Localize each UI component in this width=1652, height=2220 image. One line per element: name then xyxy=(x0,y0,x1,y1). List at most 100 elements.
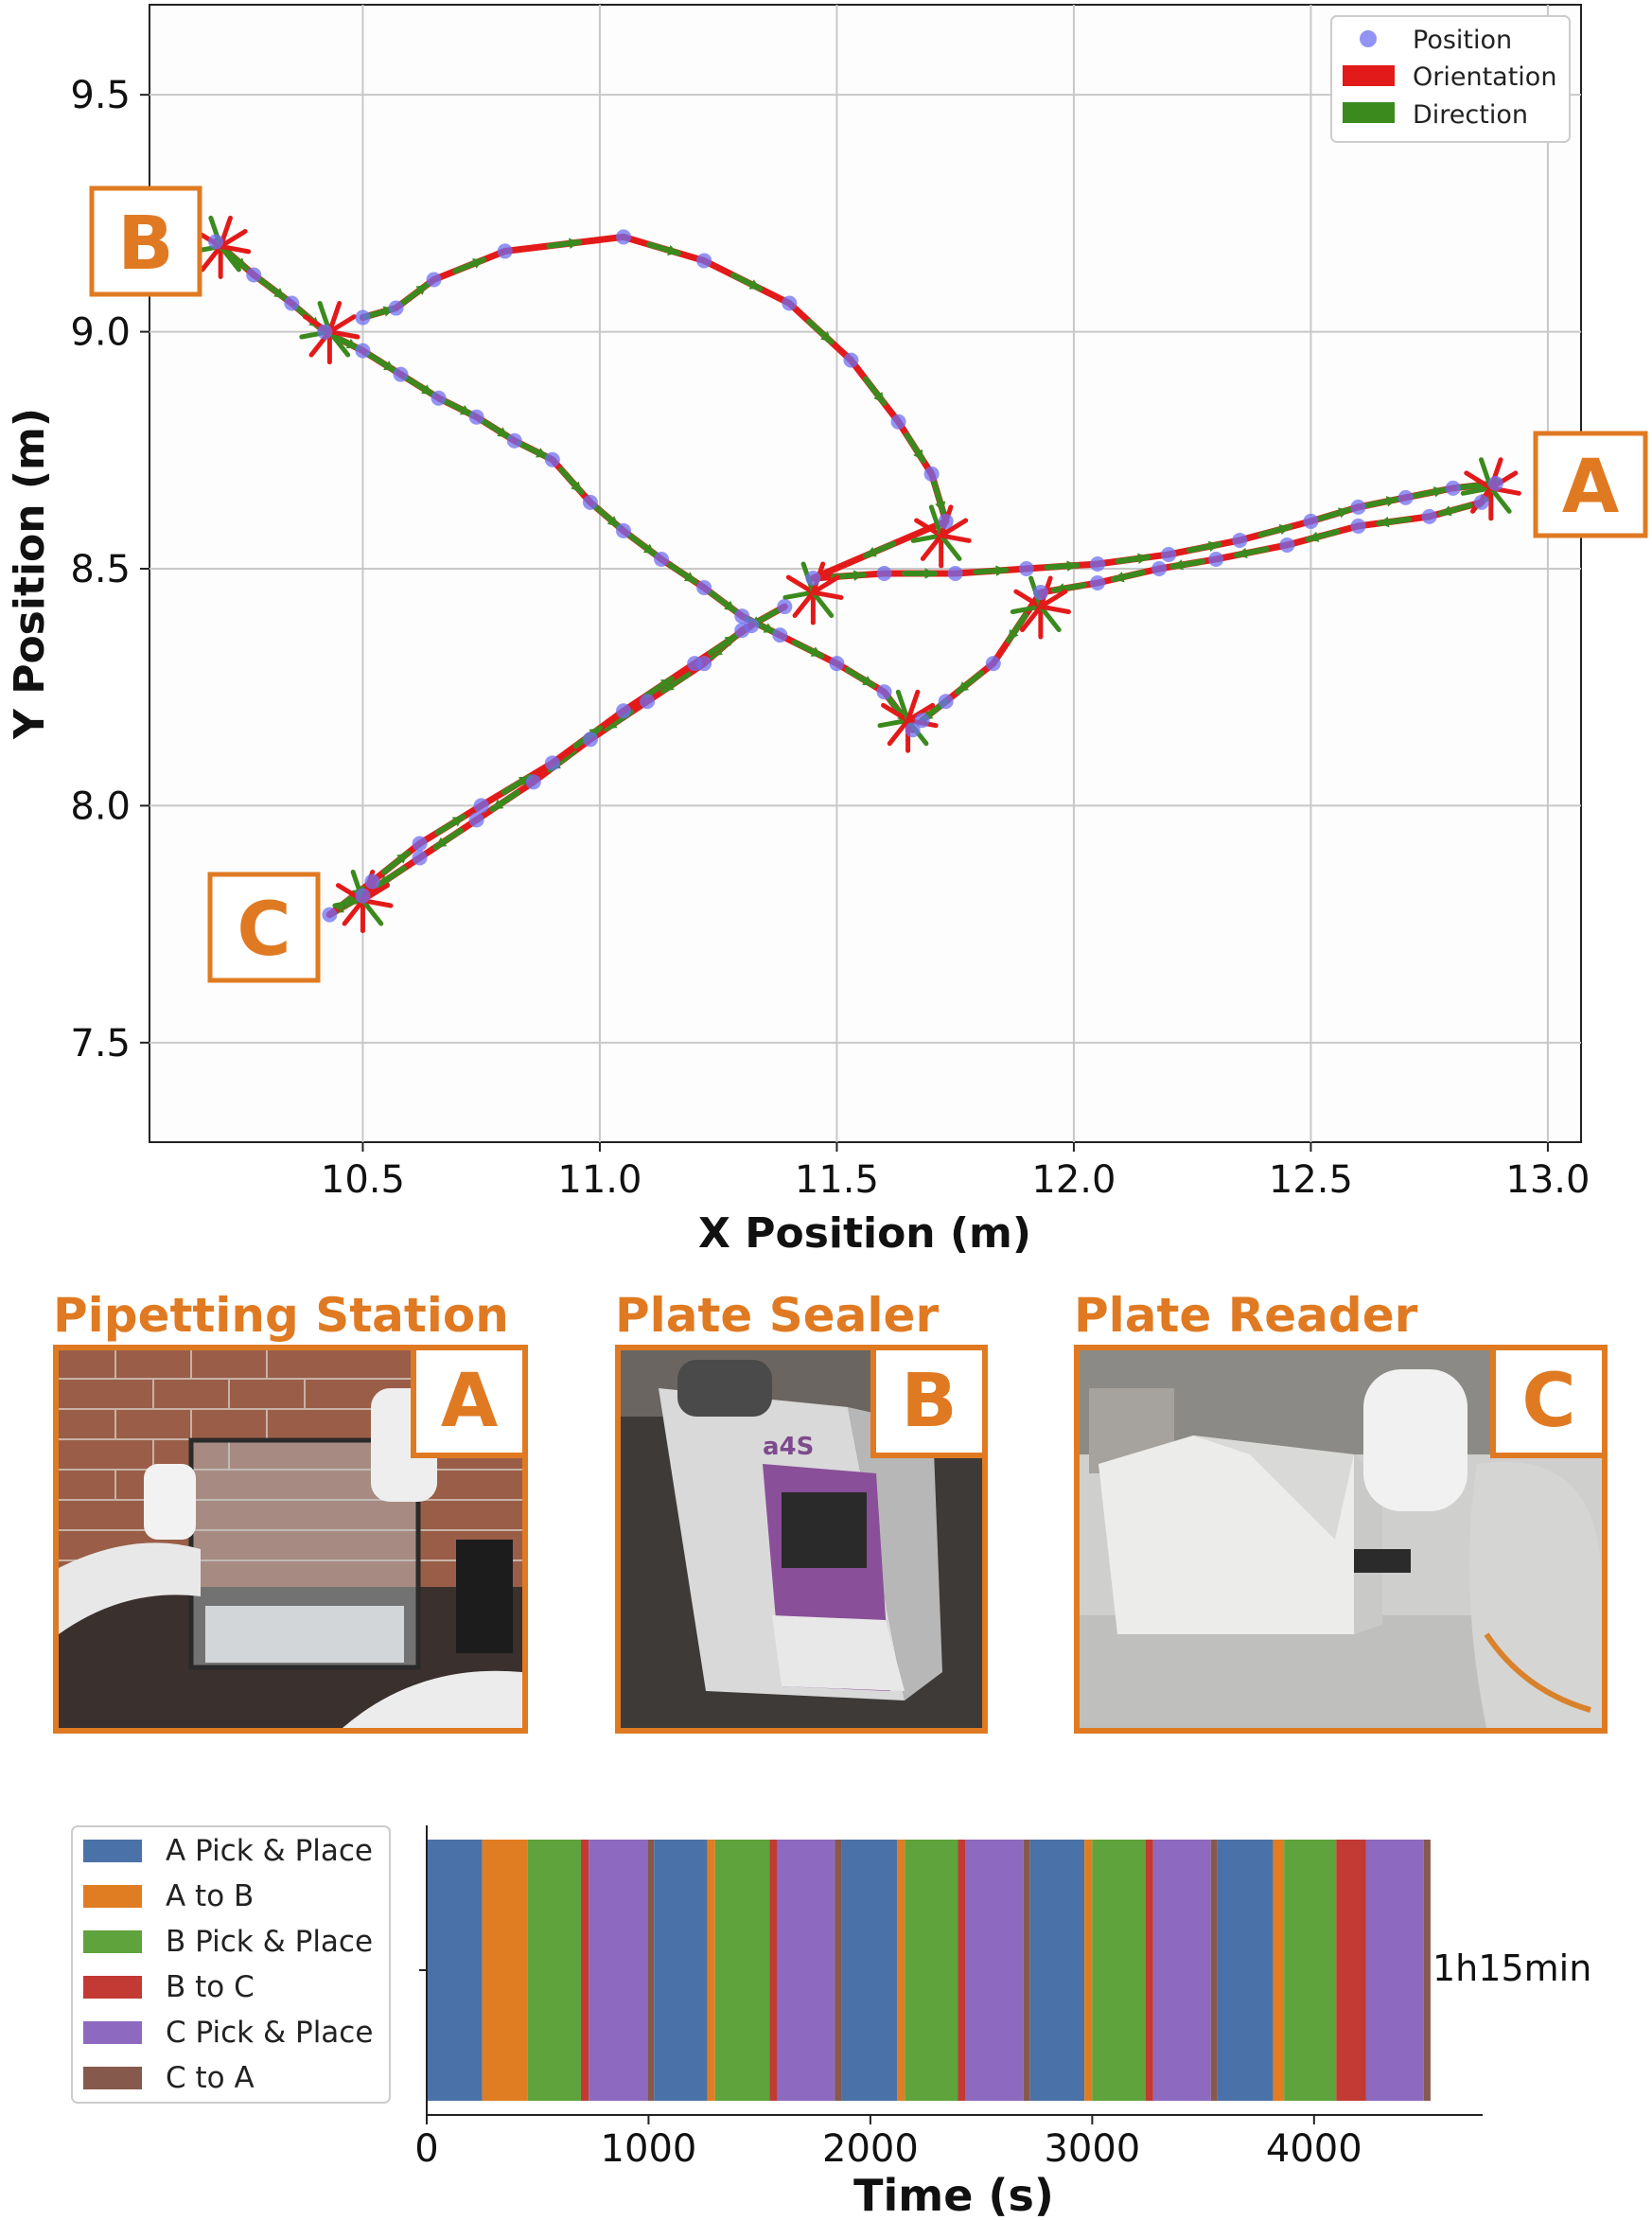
station-box-c: C xyxy=(207,872,321,983)
x-axis-label: X Position (m) xyxy=(698,1209,1031,1258)
position-point xyxy=(1232,532,1248,548)
position-point xyxy=(544,451,560,467)
direction-arrowhead xyxy=(724,636,736,646)
direction-arrowhead xyxy=(1440,505,1452,517)
timeline-x-tick-label: 2000 xyxy=(822,2127,919,2171)
position-point xyxy=(322,907,338,923)
position-point xyxy=(1151,560,1168,576)
position-point xyxy=(734,608,750,625)
turn-cluster-arrow xyxy=(881,702,911,723)
timeline-legend-label: C to A xyxy=(166,2061,255,2095)
direction-arrowhead xyxy=(1207,540,1220,553)
position-point xyxy=(938,694,954,710)
turn-cluster-arrow xyxy=(810,574,840,595)
position-point xyxy=(1089,555,1105,572)
turn-cluster-arrow xyxy=(782,590,816,600)
position-point xyxy=(1032,585,1048,601)
direction-arrowhead xyxy=(451,817,464,827)
direction-arrowhead xyxy=(1008,628,1019,641)
position-point xyxy=(355,888,371,904)
direction-arrowhead xyxy=(396,853,409,864)
svg-text:B: B xyxy=(117,202,173,287)
direction-arrowhead xyxy=(421,384,433,395)
position-point xyxy=(777,599,793,615)
timeline-segment xyxy=(1152,1840,1211,2101)
station-title-reader: Plate Reader xyxy=(1074,1288,1418,1343)
turn-cluster-arrow xyxy=(914,518,944,538)
photo-letter-a: A xyxy=(411,1350,522,1458)
turn-cluster-arrow xyxy=(939,533,972,543)
grid-lines xyxy=(149,5,1581,1142)
timeline-segment xyxy=(1023,1840,1030,2101)
turn-cluster-arrow xyxy=(877,717,911,729)
turn-cluster-arrow xyxy=(939,518,969,538)
direction-arrowhead xyxy=(569,238,580,249)
timeline-x-tick-label: 3000 xyxy=(1044,2127,1140,2171)
timeline-legend-swatch xyxy=(83,1976,142,1999)
position-point xyxy=(355,309,371,326)
x-tick-label: 11.0 xyxy=(557,1158,641,1202)
turn-cluster-arrow xyxy=(1464,470,1494,491)
position-point xyxy=(355,343,371,359)
direction-arrowhead xyxy=(810,646,822,657)
position-point xyxy=(1161,546,1177,562)
position-point xyxy=(1089,575,1105,591)
position-point xyxy=(876,684,892,700)
direction-arrowhead xyxy=(497,427,509,437)
turn-cluster-arrow xyxy=(1038,604,1062,633)
position-point xyxy=(985,656,1001,672)
station-box-a: A xyxy=(1533,431,1648,538)
turn-cluster-arrow xyxy=(218,243,252,255)
position-point xyxy=(468,812,484,828)
position-point xyxy=(1421,508,1437,524)
position-point xyxy=(506,432,522,449)
x-tick-label: 12.0 xyxy=(1031,1158,1116,1202)
direction-arrowhead xyxy=(873,392,885,403)
position-point xyxy=(782,295,798,311)
position-point xyxy=(876,566,892,581)
timeline-segment xyxy=(835,1840,842,2101)
position-point xyxy=(654,551,670,567)
timeline-segment xyxy=(1029,1840,1085,2101)
timeline-segment xyxy=(482,1840,528,2101)
timeline-segment xyxy=(1217,1840,1274,2101)
timeline-segment xyxy=(1284,1840,1337,2101)
turn-cluster-arrow xyxy=(785,574,816,595)
timeline-legend: A Pick & Place A to B B Pick & Place B to C… xyxy=(71,1825,391,2104)
turn-cluster-arrow xyxy=(326,329,360,340)
timeline-legend-swatch xyxy=(83,1840,142,1862)
direction-arrowhead xyxy=(435,837,448,848)
timeline-x-tick-label: 1000 xyxy=(601,2127,697,2171)
legend-position-marker xyxy=(1360,30,1377,47)
position-point xyxy=(412,850,428,866)
timeline-x-tick-label: 0 xyxy=(414,2127,438,2171)
turn-cluster-arrow xyxy=(1038,604,1071,614)
turn-cluster-arrow xyxy=(887,717,911,747)
turn-cluster-arrow xyxy=(342,898,365,926)
position-point xyxy=(393,366,409,382)
position-point xyxy=(829,656,845,672)
position-point xyxy=(1208,551,1224,567)
station-title-sealer: Plate Sealer xyxy=(615,1288,940,1343)
timeline-segment xyxy=(965,1840,1024,2101)
timeline-segment xyxy=(1210,1840,1218,2101)
x-tick-label: 13.0 xyxy=(1505,1158,1590,1202)
legend-direction-label: Direction xyxy=(1413,100,1528,130)
direction-arrowhead xyxy=(1308,531,1320,542)
timeline-segment xyxy=(958,1840,966,2101)
svg-text:a4S: a4S xyxy=(763,1433,814,1461)
position-point xyxy=(317,324,333,340)
legend-position-label: Position xyxy=(1413,26,1512,55)
trajectory-legend: Position Orientation Direction xyxy=(1330,15,1571,143)
timeline-segment xyxy=(769,1840,778,2101)
position-point xyxy=(1350,499,1366,515)
position-point xyxy=(923,466,940,482)
timeline-segment xyxy=(777,1840,835,2101)
turn-cluster-arrow xyxy=(939,533,962,561)
position-point xyxy=(615,229,631,245)
direction-arrowhead xyxy=(763,623,775,633)
direction-arrowhead xyxy=(459,405,471,415)
position-point xyxy=(687,656,703,672)
plate-reader-photo: C xyxy=(1074,1345,1608,1734)
direction-arrowhead xyxy=(1385,496,1397,507)
